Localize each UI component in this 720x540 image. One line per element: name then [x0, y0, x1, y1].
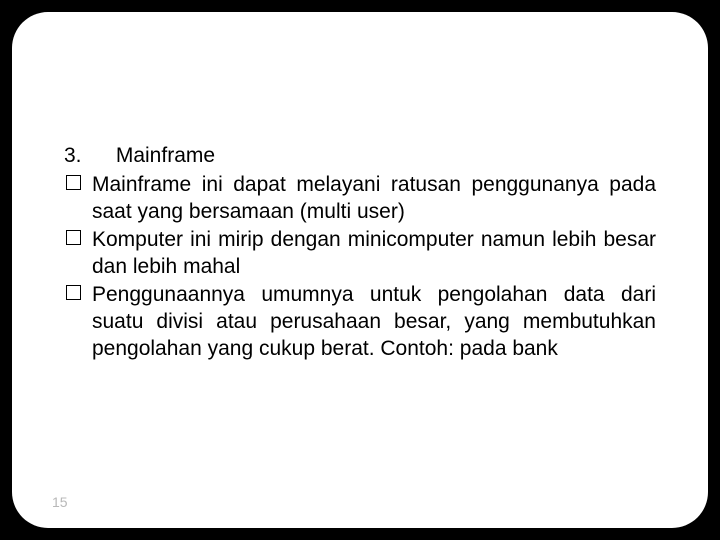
square-bullet-icon — [66, 175, 81, 190]
heading-number: 3. — [64, 142, 110, 170]
square-bullet-icon — [66, 230, 81, 245]
heading-title: Mainframe — [116, 144, 215, 167]
slide-container: 3. Mainframe Mainframe ini dapat melayan… — [12, 12, 708, 528]
page-number: 15 — [52, 494, 68, 510]
square-bullet-icon — [66, 285, 81, 300]
bullet-item: Komputer ini mirip dengan minicomputer n… — [64, 227, 656, 281]
bullet-text: Mainframe ini dapat melayani ratusan pen… — [92, 173, 656, 223]
bullet-item: Penggunaannya umumnya untuk pengolahan d… — [64, 282, 656, 363]
bullet-item: Mainframe ini dapat melayani ratusan pen… — [64, 172, 656, 226]
bullet-text: Komputer ini mirip dengan minicomputer n… — [92, 228, 656, 278]
slide-heading: 3. Mainframe — [64, 142, 656, 170]
bullet-text: Penggunaannya umumnya untuk pengolahan d… — [92, 283, 656, 360]
